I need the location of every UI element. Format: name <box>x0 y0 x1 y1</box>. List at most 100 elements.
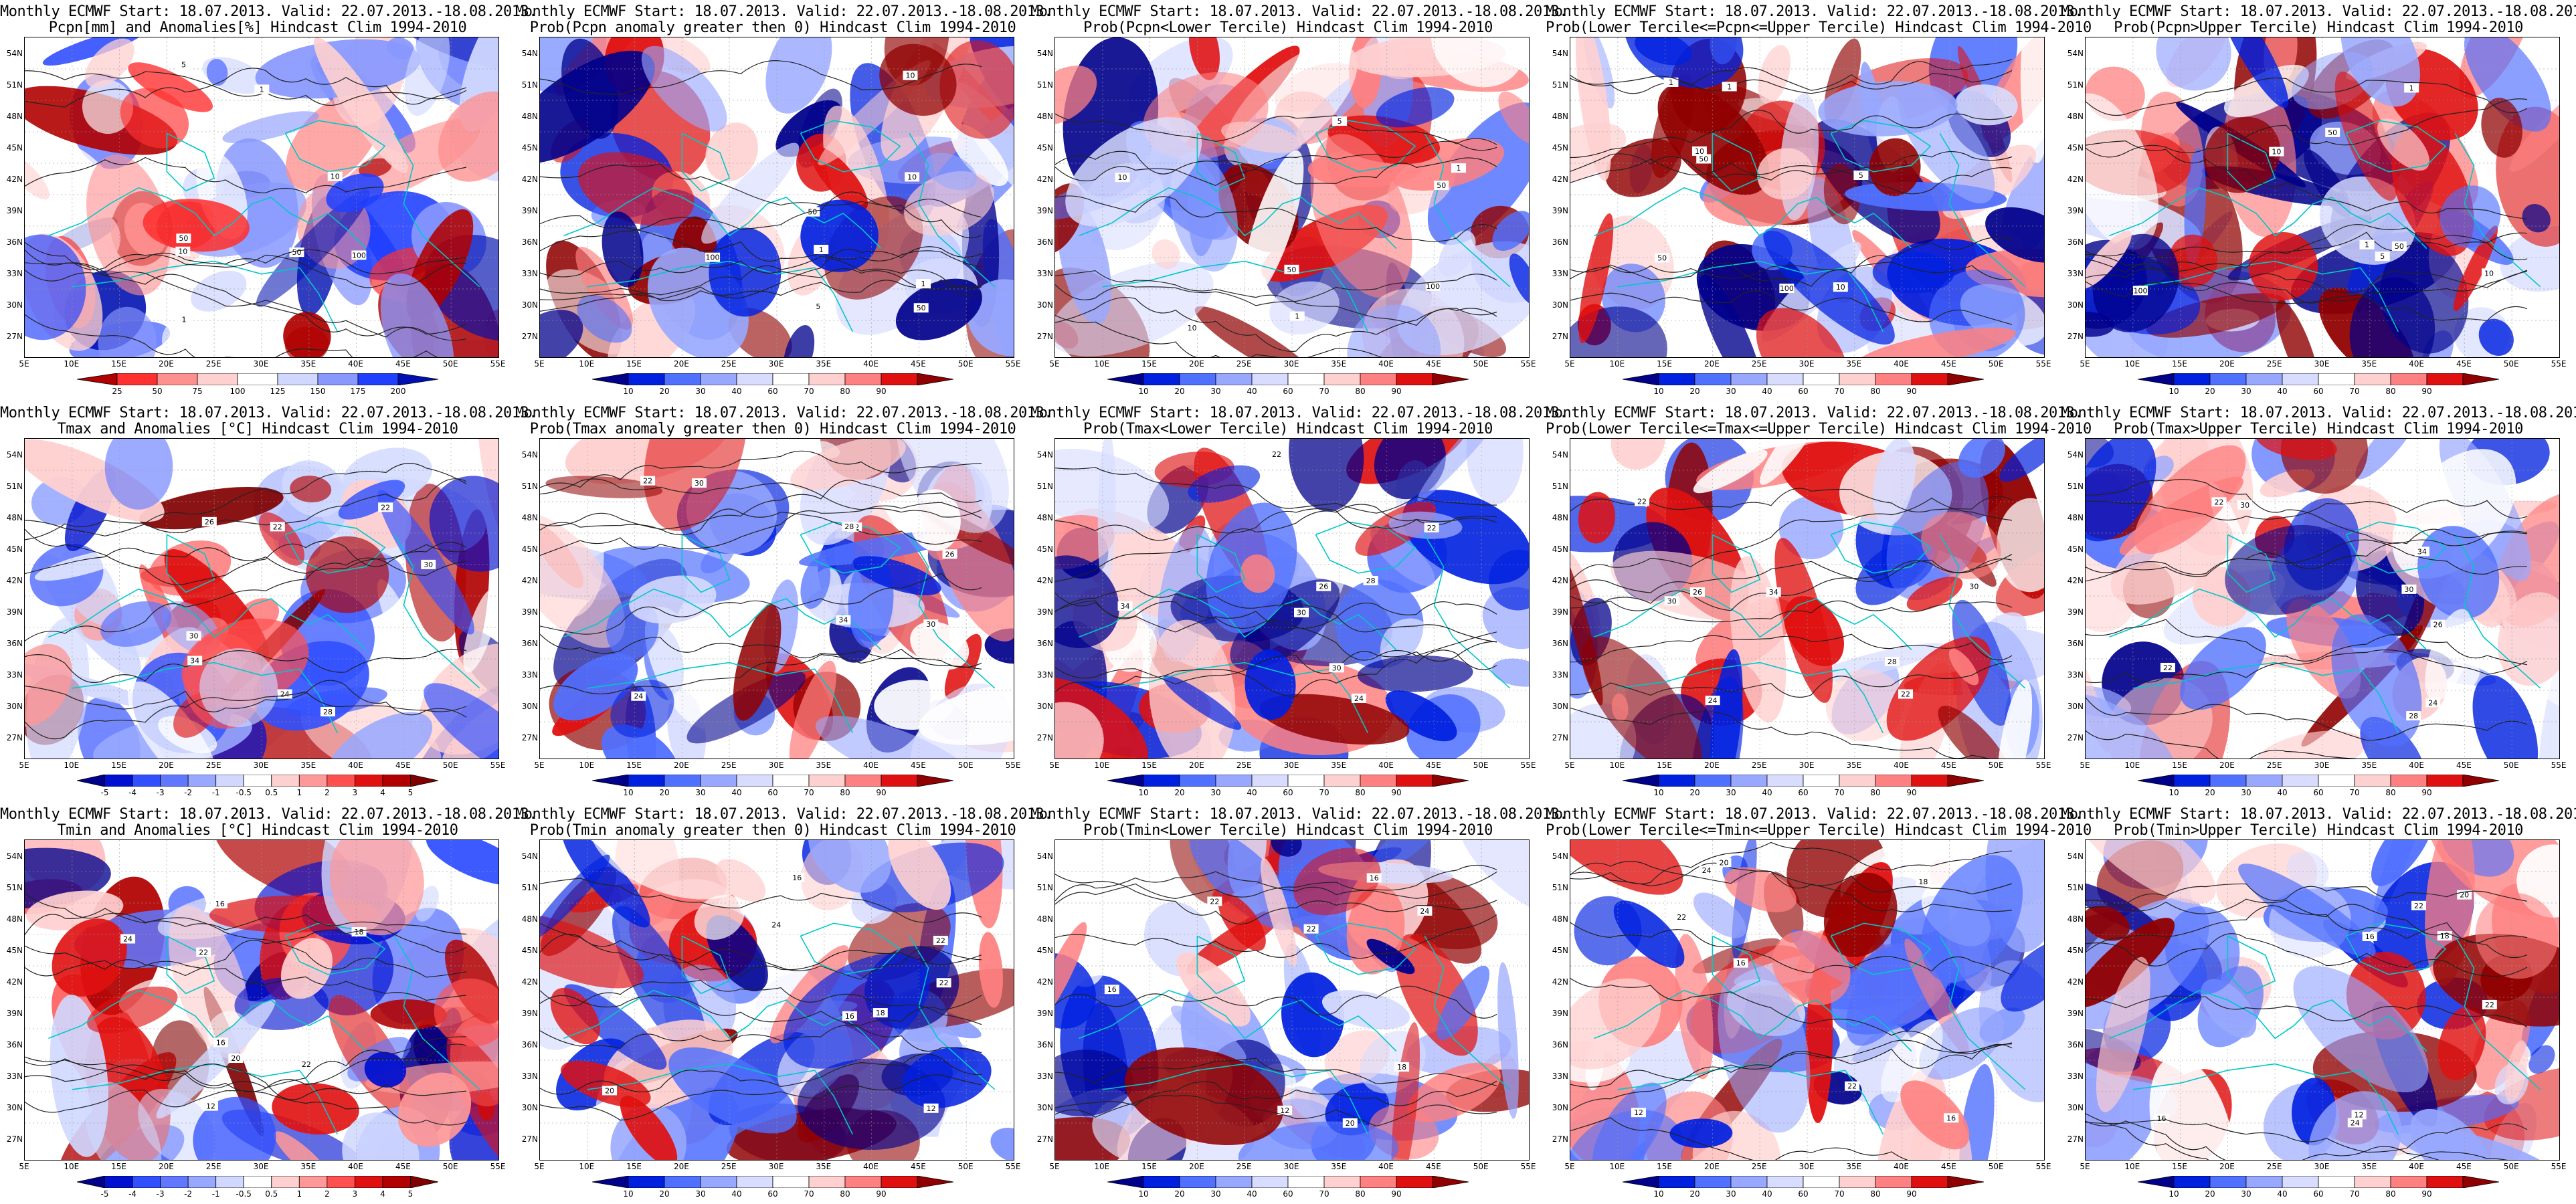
field-blob <box>1152 239 1180 270</box>
colorbar-label: 30 <box>2241 788 2251 797</box>
colorbar-segment <box>1730 1176 1768 1188</box>
lon-tick-label: 55E <box>1005 761 1021 770</box>
field-blob <box>272 1083 359 1135</box>
contour-label-bg <box>1351 693 1366 703</box>
field-blob <box>1055 262 1214 357</box>
colorbar-segment <box>243 775 272 787</box>
contour-label-bg <box>270 522 285 532</box>
lat-tick-label: 36N <box>1036 237 1053 247</box>
colorbar-label: 5 <box>407 1189 413 1199</box>
contour-line <box>25 908 467 978</box>
coastline <box>587 260 854 332</box>
lon-tick-label: 55E <box>490 761 506 770</box>
lon-tick-label: 35E <box>1846 761 1862 770</box>
contour-label-bg <box>905 172 920 182</box>
lat-tick-label: 36N <box>1552 237 1568 247</box>
colorbar-segment <box>2209 373 2247 385</box>
colorbar-label: -1 <box>211 788 220 797</box>
lon-tick-label: 15E <box>1141 761 1158 770</box>
contour-line <box>25 241 467 288</box>
field-blob <box>2096 957 2150 1112</box>
colorbar-label: 80 <box>1870 387 1881 396</box>
colorbar-label: 60 <box>1798 1189 1809 1199</box>
contour-line <box>540 573 982 635</box>
lon-tick-label: 45E <box>910 761 926 770</box>
colorbar-segment <box>2390 1176 2427 1188</box>
colorbar-label: 70 <box>804 1189 814 1199</box>
panel-title-line1: Monthly ECMWF Start: 18.07.2013. Valid: … <box>0 806 537 823</box>
colorbar-label: 20 <box>659 788 670 797</box>
colorbar-segment <box>160 1176 189 1188</box>
colorbar-label: 20 <box>2205 387 2215 396</box>
field-blob <box>1188 465 1261 503</box>
contour-label: 22 <box>1847 1082 1857 1091</box>
lon-tick-label: 5E <box>19 761 29 770</box>
lon-tick-label: 40E <box>863 1162 879 1171</box>
lon-tick-label: 50E <box>957 1162 974 1171</box>
colorbar-segment <box>2138 775 2175 787</box>
colorbar-segment <box>2138 1176 2175 1188</box>
lat-tick-label: 45N <box>521 946 538 955</box>
lat-tick-label: 27N <box>1552 332 1568 341</box>
field-blob <box>2134 445 2246 555</box>
colorbar-label: 175 <box>350 387 366 396</box>
map-frame: 22 24 22 28 26 30 34 30 <box>24 438 499 759</box>
lon-tick-label: 35E <box>1331 761 1347 770</box>
lon-tick-label: 15E <box>1657 1162 1673 1171</box>
lat-tick-label: 39N <box>1036 607 1053 617</box>
field-blob <box>1457 840 1529 918</box>
panel-title-line1: Monthly ECMWF Start: 18.07.2013. Valid: … <box>0 3 537 20</box>
contour-label: 100 <box>352 251 366 260</box>
field-blob <box>1124 1047 1283 1145</box>
field-blob <box>1757 148 1813 200</box>
field-blob <box>1578 492 1615 544</box>
lat-tick-label: 33N <box>521 1072 538 1081</box>
colorbar-label: 30 <box>1726 387 1736 396</box>
lon-tick-label: 35E <box>1846 1162 1862 1171</box>
colorbar-segment <box>772 1176 810 1188</box>
colorbar-segment <box>215 775 244 787</box>
contour-label: 24 <box>1708 696 1718 705</box>
colorbar-segment <box>1107 775 1144 787</box>
contour-line <box>1055 274 1497 306</box>
colorbar-label: 90 <box>2421 1189 2432 1199</box>
field-blob <box>895 278 982 340</box>
lon-tick-label: 50E <box>2503 761 2519 770</box>
lat-tick-label: 48N <box>1552 112 1568 121</box>
field-blob <box>2248 231 2318 300</box>
map-field: 16 12 16 18 20 22 24 22 <box>540 840 1014 1160</box>
contour-label: 22 <box>381 503 390 512</box>
contour-line <box>25 270 467 336</box>
contour-line <box>1570 151 2013 181</box>
contour-label: 1 <box>2365 241 2369 249</box>
field-blob <box>1575 37 1611 181</box>
field-blob <box>540 854 610 940</box>
panel-title-line2: Prob(Pcpn anomaly greater then 0) Hindca… <box>529 19 1016 36</box>
field-blob <box>1693 892 1746 938</box>
field-blob <box>313 37 408 173</box>
lat-tick-label: 36N <box>6 639 23 648</box>
contour-label-bg <box>1184 322 1200 332</box>
field-blob <box>2086 439 2156 542</box>
lon-tick-label: 5E <box>534 359 545 369</box>
field-blob <box>1221 121 1302 153</box>
contour-line <box>1055 864 1497 905</box>
field-blob <box>1431 37 1526 88</box>
contour-line <box>1570 861 2013 912</box>
coastline <box>284 521 386 574</box>
contour-label: 30 <box>1667 597 1677 605</box>
field-blob <box>1438 230 1476 277</box>
coastline <box>909 132 996 288</box>
colorbar-label: 70 <box>804 387 814 396</box>
colorbar-segment <box>1658 1176 1695 1188</box>
lon-tick-label: 10E <box>579 761 595 770</box>
contour-line <box>540 260 982 290</box>
coastline <box>72 260 339 332</box>
contour-line <box>1055 157 1497 187</box>
field-blob <box>545 476 663 498</box>
lon-tick-label: 45E <box>395 1162 411 1171</box>
contour-label: 50 <box>808 208 817 217</box>
field-blob <box>1825 669 1904 742</box>
lat-tick-label: 33N <box>6 269 23 278</box>
lon-tick-label: 35E <box>816 359 832 369</box>
